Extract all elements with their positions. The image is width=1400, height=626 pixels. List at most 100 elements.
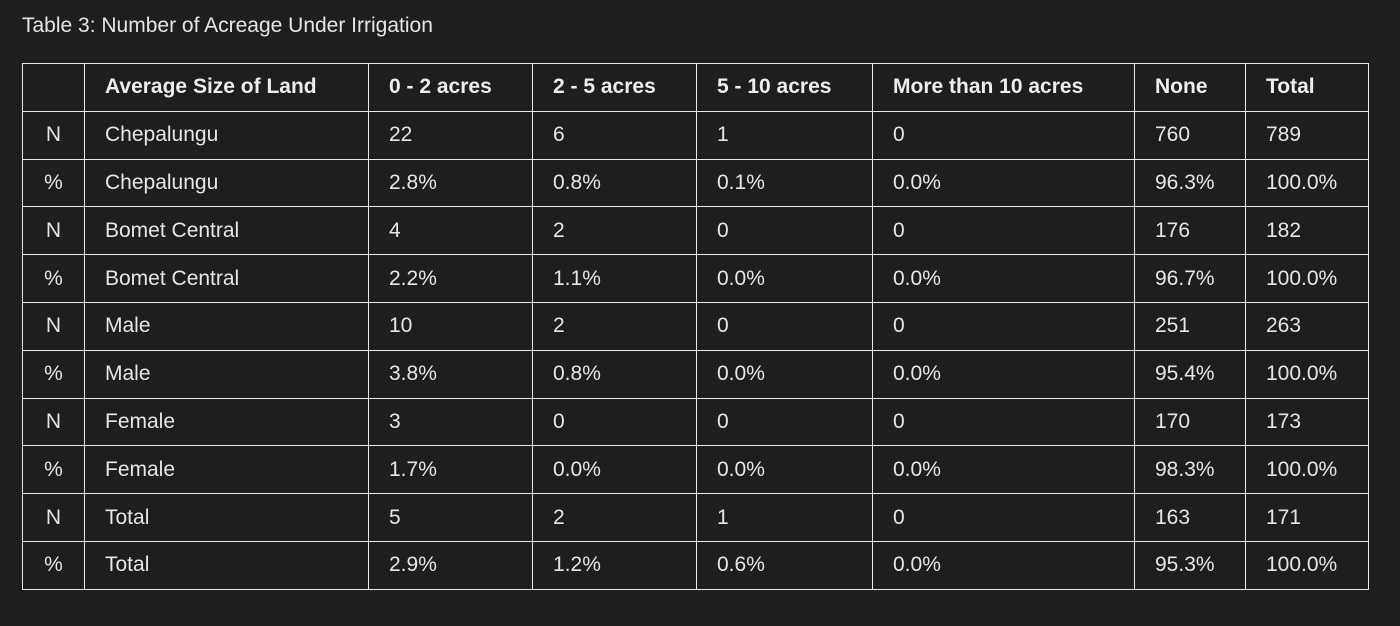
table-cell: 2 xyxy=(532,206,697,256)
row-label-cell: Bomet Central xyxy=(84,206,369,256)
table-cell: 0.0% xyxy=(696,445,873,495)
header-row: Average Size of Land 0 - 2 acres 2 - 5 acr… xyxy=(22,63,1369,112)
row-measure-cell: % xyxy=(22,254,85,303)
table-cell: 0 xyxy=(872,110,1135,160)
table-caption: Table 3: Number of Acreage Under Irrigat… xyxy=(22,14,433,37)
table-row: N Bomet Central 4 2 0 0 176 182 xyxy=(22,206,1369,256)
table-cell: 96.3% xyxy=(1134,158,1246,208)
table-row: N Male 10 2 0 0 251 263 xyxy=(22,301,1369,351)
column-header: 2 - 5 acres xyxy=(532,63,697,112)
table-cell: 0.8% xyxy=(532,158,697,208)
row-measure-cell: N xyxy=(22,301,85,351)
table-cell: 0 xyxy=(872,397,1135,447)
row-label-cell: Female xyxy=(84,445,369,495)
table-cell: 0.1% xyxy=(696,158,873,208)
table-cell: 251 xyxy=(1134,301,1246,351)
table-cell: 1.1% xyxy=(532,254,697,303)
column-header xyxy=(22,63,85,112)
table-row: % Chepalungu 2.8% 0.8% 0.1% 0.0% 96.3% 100.0% xyxy=(22,158,1369,208)
table-cell: 760 xyxy=(1134,110,1246,160)
table-cell: 2.2% xyxy=(368,254,533,303)
table-row: % Total 2.9% 1.2% 0.6% 0.0% 95.3% 100.0% xyxy=(22,540,1369,590)
column-header: 5 - 10 acres xyxy=(696,63,873,112)
irrigation-acreage-table: Average Size of Land 0 - 2 acres 2 - 5 acr… xyxy=(22,63,1369,590)
table-cell: 3.8% xyxy=(368,349,533,399)
table-cell: 1.2% xyxy=(532,540,697,590)
row-measure-cell: N xyxy=(22,110,85,160)
table-cell: 0 xyxy=(532,397,697,447)
table-cell: 0 xyxy=(696,301,873,351)
column-header: None xyxy=(1134,63,1246,112)
table-cell: 1 xyxy=(696,493,873,542)
table-cell: 2.8% xyxy=(368,158,533,208)
row-label-cell: Total xyxy=(84,493,369,542)
table-cell: 2.9% xyxy=(368,540,533,590)
table-cell: 98.3% xyxy=(1134,445,1246,495)
row-measure-cell: % xyxy=(22,349,85,399)
table-cell: 0.0% xyxy=(872,254,1135,303)
table-row: % Male 3.8% 0.8% 0.0% 0.0% 95.4% 100.0% xyxy=(22,349,1369,399)
table-cell: 789 xyxy=(1245,110,1369,160)
row-label-cell: Male xyxy=(84,349,369,399)
table-row: % Female 1.7% 0.0% 0.0% 0.0% 98.3% 100.0% xyxy=(22,445,1369,495)
table-cell: 2 xyxy=(532,493,697,542)
table-cell: 0.0% xyxy=(696,254,873,303)
table-cell: 0 xyxy=(872,301,1135,351)
table-row: N Chepalungu 22 6 1 0 760 789 xyxy=(22,110,1369,160)
table-cell: 163 xyxy=(1134,493,1246,542)
table-cell: 0.6% xyxy=(696,540,873,590)
table-cell: 182 xyxy=(1245,206,1369,256)
table-cell: 0 xyxy=(696,206,873,256)
table-cell: 100.0% xyxy=(1245,445,1369,495)
table-cell: 171 xyxy=(1245,493,1369,542)
row-measure-cell: N xyxy=(22,397,85,447)
row-label-cell: Bomet Central xyxy=(84,254,369,303)
table-cell: 170 xyxy=(1134,397,1246,447)
column-header: More than 10 acres xyxy=(872,63,1135,112)
table-cell: 0.0% xyxy=(872,158,1135,208)
table-cell: 95.4% xyxy=(1134,349,1246,399)
table-cell: 5 xyxy=(368,493,533,542)
table-cell: 0.0% xyxy=(872,540,1135,590)
row-measure-cell: % xyxy=(22,445,85,495)
table-cell: 263 xyxy=(1245,301,1369,351)
table-row: % Bomet Central 2.2% 1.1% 0.0% 0.0% 96.7% 100.0… xyxy=(22,254,1369,303)
column-header: 0 - 2 acres xyxy=(368,63,533,112)
column-header: Total xyxy=(1245,63,1369,112)
table-cell: 22 xyxy=(368,110,533,160)
column-header: Average Size of Land xyxy=(84,63,369,112)
table-header: Average Size of Land 0 - 2 acres 2 - 5 acr… xyxy=(22,63,1369,112)
table-cell: 10 xyxy=(368,301,533,351)
table-cell: 6 xyxy=(532,110,697,160)
row-measure-cell: N xyxy=(22,493,85,542)
table-cell: 1.7% xyxy=(368,445,533,495)
row-label-cell: Total xyxy=(84,540,369,590)
table-cell: 0.0% xyxy=(696,349,873,399)
row-measure-cell: % xyxy=(22,540,85,590)
row-label-cell: Male xyxy=(84,301,369,351)
table-body: N Chepalungu 22 6 1 0 760 789% Chepalungu 2.8% 0.8… xyxy=(22,110,1369,590)
table-cell: 0.0% xyxy=(872,349,1135,399)
row-label-cell: Chepalungu xyxy=(84,110,369,160)
table-cell: 0 xyxy=(696,397,873,447)
table-cell: 96.7% xyxy=(1134,254,1246,303)
table-row: N Total 5 2 1 0 163 171 xyxy=(22,493,1369,542)
table-cell: 0 xyxy=(872,493,1135,542)
table-cell: 173 xyxy=(1245,397,1369,447)
row-label-cell: Female xyxy=(84,397,369,447)
table-cell: 0.0% xyxy=(532,445,697,495)
table-cell: 1 xyxy=(696,110,873,160)
table-cell: 100.0% xyxy=(1245,158,1369,208)
table-cell: 100.0% xyxy=(1245,254,1369,303)
row-measure-cell: % xyxy=(22,158,85,208)
table-cell: 2 xyxy=(532,301,697,351)
table-cell: 95.3% xyxy=(1134,540,1246,590)
table-cell: 176 xyxy=(1134,206,1246,256)
table-cell: 100.0% xyxy=(1245,349,1369,399)
table-cell: 100.0% xyxy=(1245,540,1369,590)
table-cell: 4 xyxy=(368,206,533,256)
table-cell: 3 xyxy=(368,397,533,447)
row-label-cell: Chepalungu xyxy=(84,158,369,208)
table-cell: 0 xyxy=(872,206,1135,256)
table-row: N Female 3 0 0 0 170 173 xyxy=(22,397,1369,447)
